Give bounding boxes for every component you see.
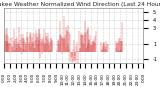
Title: Milwaukee Weather Normalized Wind Direction (Last 24 Hours): Milwaukee Weather Normalized Wind Direct…	[0, 2, 160, 7]
